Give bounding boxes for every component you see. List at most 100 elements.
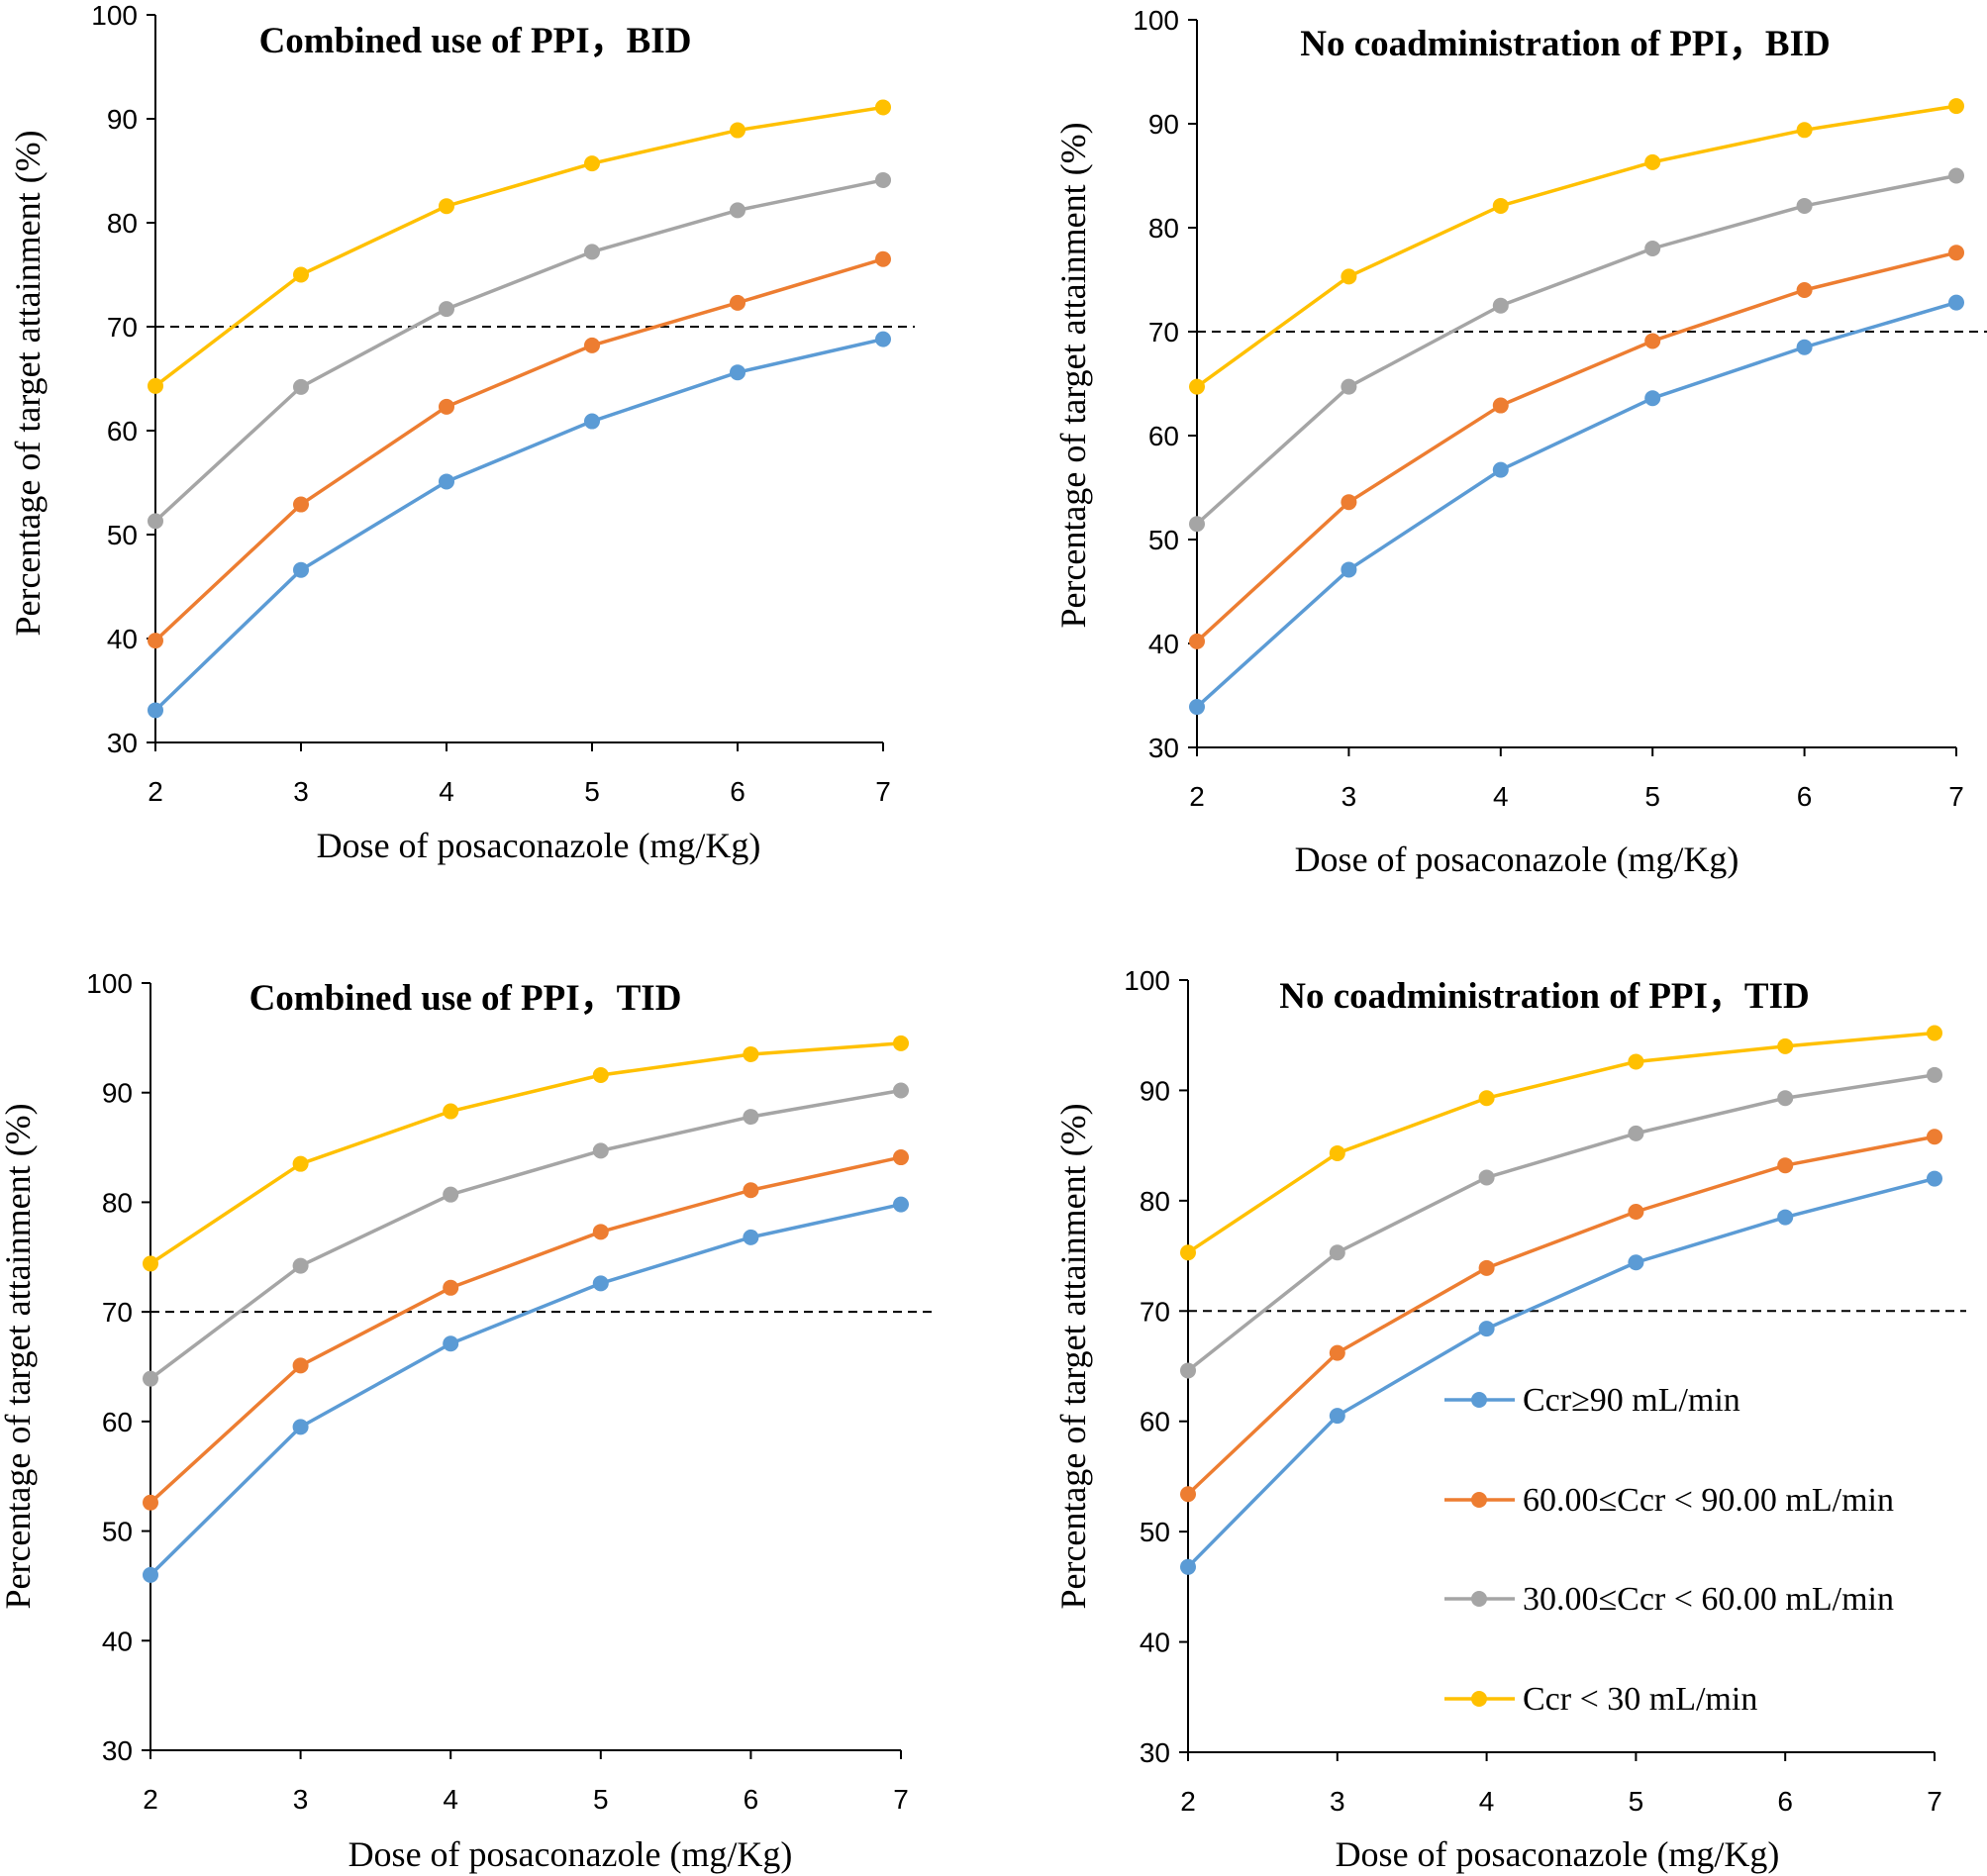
y-tick-label: 70 — [102, 1297, 133, 1328]
data-point — [293, 378, 309, 395]
data-point — [584, 413, 600, 430]
legend-label: Ccr≥90 mL/min — [1523, 1382, 1740, 1419]
data-point — [148, 702, 163, 719]
data-point — [1796, 282, 1813, 298]
x-tick-label: 3 — [1341, 781, 1357, 812]
data-point — [1189, 378, 1205, 395]
y-tick-label: 30 — [1148, 733, 1179, 763]
data-point — [1796, 122, 1813, 139]
data-point — [592, 1224, 609, 1240]
y-tick-label: 100 — [1133, 5, 1179, 36]
data-point — [1478, 1321, 1495, 1337]
legend-item: 60.00≤Ccr < 90.00 mL/min — [1444, 1482, 1894, 1519]
y-tick-label: 50 — [107, 520, 138, 550]
x-tick-label: 6 — [1777, 1786, 1793, 1817]
y-tick-label: 60 — [1148, 421, 1179, 451]
y-tick-label: 80 — [107, 208, 138, 239]
legend-marker — [1471, 1492, 1487, 1508]
data-point — [730, 202, 745, 219]
legend-label: 30.00≤Ccr < 60.00 mL/min — [1523, 1581, 1894, 1618]
data-point — [584, 337, 600, 353]
data-point — [1628, 1254, 1644, 1271]
data-point — [875, 171, 891, 188]
data-point — [893, 1082, 909, 1099]
y-tick-label: 70 — [107, 312, 138, 343]
x-tick-label: 5 — [593, 1784, 609, 1815]
y-axis-title: Percentage of target attainment (%) — [0, 1103, 38, 1609]
data-point — [439, 198, 454, 215]
y-tick-label: 60 — [102, 1407, 133, 1437]
data-point — [1927, 1025, 1942, 1041]
data-point — [592, 1275, 609, 1292]
data-point — [1492, 297, 1509, 314]
series-line — [1195, 250, 1957, 643]
data-point — [1329, 1144, 1345, 1161]
data-point — [443, 1279, 459, 1296]
x-tick-label: 6 — [1797, 781, 1813, 812]
data-point — [439, 301, 454, 318]
data-point — [1180, 1558, 1196, 1575]
data-point — [1478, 1090, 1495, 1107]
panel-title: No coadministration of PPI，TID — [1279, 976, 1809, 1017]
data-point — [1189, 699, 1205, 716]
series-line — [1186, 1073, 1936, 1372]
y-tick-label: 100 — [1124, 965, 1170, 996]
series-line — [1186, 1176, 1936, 1569]
legend-label: 60.00≤Ccr < 90.00 mL/min — [1523, 1482, 1894, 1519]
data-point — [1796, 339, 1813, 355]
data-point — [592, 1142, 609, 1159]
data-point — [148, 513, 163, 530]
data-point — [1329, 1244, 1345, 1261]
x-tick-label: 3 — [293, 776, 309, 807]
x-tick-label: 7 — [1927, 1786, 1942, 1817]
chart-panel-4: No coadministration of PPI，TID Dose of p… — [1053, 965, 1966, 1874]
series-line — [1195, 104, 1957, 389]
x-tick-label: 7 — [1948, 781, 1964, 812]
data-point — [1628, 1053, 1644, 1070]
y-tick-label: 90 — [107, 104, 138, 135]
data-point — [893, 1196, 909, 1213]
panel-title: No coadministration of PPI，BID — [1300, 24, 1830, 64]
data-point — [439, 473, 454, 490]
data-point — [1329, 1344, 1345, 1361]
data-point — [292, 1419, 309, 1435]
x-tick-label: 4 — [1479, 1786, 1495, 1817]
y-tick-label: 80 — [1148, 213, 1179, 244]
y-axis-title: Percentage of target attainment (%) — [8, 130, 48, 636]
x-axis-title: Dose of posaconazole (mg/Kg) — [348, 1834, 793, 1874]
legend-item: Ccr≥90 mL/min — [1444, 1382, 1740, 1419]
chart-panel-3: Combined use of PPI，TID Dose of posacona… — [0, 968, 933, 1874]
data-point — [1644, 390, 1661, 407]
data-point — [875, 250, 891, 267]
y-tick-label: 50 — [1148, 525, 1179, 555]
data-point — [292, 1155, 309, 1172]
data-point — [584, 244, 600, 260]
y-tick-label: 40 — [102, 1626, 133, 1656]
x-tick-label: 7 — [893, 1784, 909, 1815]
data-point — [1329, 1408, 1345, 1425]
series-line — [149, 1155, 902, 1505]
data-point — [1628, 1125, 1644, 1141]
y-tick-label: 70 — [1140, 1296, 1170, 1327]
series-line — [1187, 1031, 1936, 1254]
series-line — [153, 337, 884, 712]
y-tick-label: 30 — [1140, 1737, 1170, 1768]
data-point — [1777, 1090, 1794, 1107]
y-tick-label: 60 — [107, 416, 138, 446]
x-tick-label: 3 — [293, 1784, 309, 1815]
data-point — [1478, 1259, 1495, 1276]
data-point — [293, 266, 309, 283]
y-tick-label: 60 — [1140, 1407, 1170, 1437]
legend-marker — [1471, 1392, 1487, 1408]
x-tick-label: 4 — [443, 1784, 458, 1815]
panel-title: Combined use of PPI，BID — [259, 21, 692, 61]
data-point — [1777, 1037, 1794, 1054]
x-tick-label: 4 — [1493, 781, 1509, 812]
x-tick-label: 4 — [439, 776, 454, 807]
data-point — [293, 496, 309, 513]
data-point — [1341, 268, 1357, 285]
legend-marker — [1471, 1691, 1487, 1707]
data-point — [1948, 98, 1964, 115]
x-tick-label: 2 — [143, 1784, 158, 1815]
data-point — [1927, 1170, 1942, 1187]
